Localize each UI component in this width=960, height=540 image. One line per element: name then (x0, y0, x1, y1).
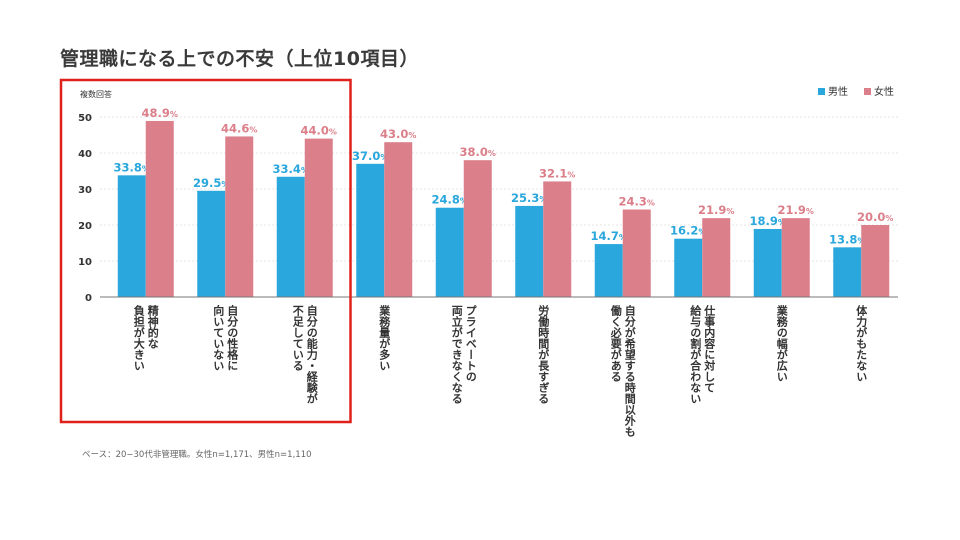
data-label: 48.9% (142, 106, 178, 120)
bar (117, 175, 146, 297)
category-label: プライベートの (464, 305, 477, 382)
category-label: 業務の幅が広い (775, 304, 789, 382)
data-label: 21.9% (778, 203, 814, 217)
data-label: 33.4% (273, 162, 309, 176)
bar (833, 247, 862, 297)
y-tick-label: 40 (78, 149, 92, 160)
bar (384, 142, 413, 297)
bar (356, 163, 385, 297)
category-label: 自分の性格に (226, 304, 239, 371)
legend-swatch (818, 88, 825, 95)
footnote: ベース：20−30代非管理職。女性n=1,171、男性n=1,110 (82, 450, 312, 460)
category-label: 業務量が多い (378, 304, 392, 371)
category-label: 仕事内容に対して (703, 304, 717, 393)
bar (197, 190, 226, 297)
category-label: 体力がもたない (855, 304, 868, 382)
legend-entry: 女性 (874, 85, 894, 98)
data-label: 24.3% (619, 195, 655, 209)
bar (304, 138, 333, 297)
legend-entry: 男性 (828, 85, 848, 98)
bar (861, 225, 890, 297)
bar (543, 181, 572, 297)
data-label: 33.8% (114, 160, 150, 174)
data-label: 44.6% (221, 121, 257, 135)
data-label: 20.0% (857, 210, 893, 224)
data-label: 14.7% (591, 229, 627, 243)
data-label: 13.8% (829, 232, 865, 246)
category-label: 負担が大きい (132, 304, 145, 371)
bar (622, 209, 651, 297)
bar (276, 176, 305, 297)
data-label: 38.0% (460, 145, 496, 159)
bar (515, 205, 544, 297)
bar (674, 238, 703, 297)
data-label: 21.9% (698, 203, 734, 217)
bar (435, 207, 464, 297)
y-tick-label: 10 (78, 257, 92, 268)
category-label: 向いていない (212, 304, 225, 371)
bar (225, 136, 254, 297)
data-label: 16.2% (670, 224, 706, 238)
category-label: 自分が希望する時間以外も (623, 304, 637, 438)
data-label: 37.0% (352, 149, 388, 163)
chart-title: 管理職になる上での不安（上位10項目） (60, 48, 419, 70)
legend-swatch (864, 88, 871, 95)
data-label: 44.0% (301, 124, 337, 138)
category-label: 労働時間が長すぎる (537, 304, 551, 405)
y-axis-label: 複数回答 (80, 89, 112, 99)
y-tick-label: 30 (78, 185, 92, 196)
bar (594, 244, 623, 297)
bar (702, 218, 731, 297)
bar (145, 120, 174, 298)
category-label: 不足している (291, 305, 304, 372)
data-label: 43.0% (380, 127, 416, 141)
y-tick-label: 0 (85, 293, 92, 304)
bar (781, 218, 810, 297)
data-label: 25.3% (511, 191, 547, 205)
bar (753, 228, 782, 297)
highlight-box (59, 78, 352, 424)
category-label: 給与の割が合わない (689, 304, 702, 404)
category-label: 両立ができなくなる (450, 305, 463, 405)
category-label: 働く必要がある (609, 304, 623, 383)
y-tick-label: 20 (78, 221, 92, 232)
category-label: 自分の能力・経験が (305, 304, 318, 404)
data-label: 24.8% (432, 193, 468, 207)
data-label: 29.5% (193, 176, 229, 190)
y-tick-label: 50 (78, 113, 92, 124)
data-label: 32.1% (539, 166, 575, 180)
bar (463, 160, 492, 297)
category-label: 精神的な (146, 304, 159, 350)
